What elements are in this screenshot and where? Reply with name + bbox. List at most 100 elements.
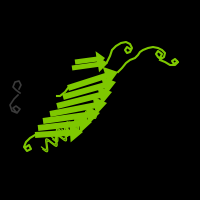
Polygon shape [86,111,87,114]
Polygon shape [46,149,48,151]
Polygon shape [46,140,47,143]
Polygon shape [57,139,58,141]
Polygon shape [71,124,72,127]
Polygon shape [56,129,58,132]
Polygon shape [88,111,89,114]
Polygon shape [72,124,73,127]
Polygon shape [54,139,55,141]
Polygon shape [65,136,67,139]
Polygon shape [65,134,66,136]
Polygon shape [78,116,79,118]
Polygon shape [65,132,66,134]
Polygon shape [70,123,71,125]
Polygon shape [87,111,88,113]
Polygon shape [65,131,66,134]
Polygon shape [76,126,77,128]
Polygon shape [55,139,57,141]
Polygon shape [62,137,63,140]
Polygon shape [61,137,63,139]
Polygon shape [72,125,73,128]
Polygon shape [55,138,57,141]
Polygon shape [75,127,77,129]
Polygon shape [77,118,79,120]
Polygon shape [47,139,48,141]
Polygon shape [70,123,71,126]
Polygon shape [53,143,55,146]
Polygon shape [85,117,86,119]
Polygon shape [66,126,67,128]
Polygon shape [85,119,86,121]
Polygon shape [76,127,77,129]
Polygon shape [57,134,59,136]
Polygon shape [85,118,86,121]
Polygon shape [55,139,56,142]
Polygon shape [81,119,83,122]
Polygon shape [68,122,69,124]
Polygon shape [72,125,73,127]
Polygon shape [91,114,92,116]
Polygon shape [83,120,84,123]
Polygon shape [75,51,105,67]
Polygon shape [76,129,78,131]
Polygon shape [89,112,90,115]
Polygon shape [77,122,78,125]
Polygon shape [80,119,82,121]
Polygon shape [76,126,77,129]
Polygon shape [74,123,75,126]
Polygon shape [95,112,96,115]
Polygon shape [73,133,74,135]
Polygon shape [90,113,91,116]
Polygon shape [66,123,67,126]
Polygon shape [77,124,79,127]
Polygon shape [69,124,71,126]
Polygon shape [81,119,82,121]
Polygon shape [55,144,57,146]
Polygon shape [48,139,50,142]
Polygon shape [72,125,74,128]
Polygon shape [67,122,69,124]
Polygon shape [66,128,67,131]
Polygon shape [46,141,47,144]
Polygon shape [59,129,60,132]
Polygon shape [55,138,57,141]
Polygon shape [85,113,86,116]
Polygon shape [74,127,76,129]
Polygon shape [66,127,67,129]
Polygon shape [55,134,57,136]
Polygon shape [77,128,78,131]
Polygon shape [54,139,55,141]
Polygon shape [72,132,74,135]
Polygon shape [95,116,96,118]
Polygon shape [85,116,86,119]
Polygon shape [93,116,94,118]
Polygon shape [87,111,88,113]
Polygon shape [77,121,78,124]
Polygon shape [81,120,82,122]
Polygon shape [57,137,58,140]
Polygon shape [85,113,86,116]
Polygon shape [86,121,87,124]
Polygon shape [75,119,76,121]
Polygon shape [75,128,77,131]
Polygon shape [79,118,80,120]
Polygon shape [65,138,66,141]
Polygon shape [43,148,44,150]
Polygon shape [86,118,87,120]
Polygon shape [75,127,76,129]
Polygon shape [46,140,47,142]
Polygon shape [79,118,80,120]
Polygon shape [58,129,59,131]
Polygon shape [76,115,77,117]
Polygon shape [74,133,76,135]
Polygon shape [46,149,48,151]
Polygon shape [73,125,74,127]
Polygon shape [56,130,58,133]
Polygon shape [85,112,86,115]
Polygon shape [77,126,79,129]
Polygon shape [66,134,67,136]
Polygon shape [62,132,63,134]
Polygon shape [88,113,89,116]
Polygon shape [84,120,85,123]
Polygon shape [53,138,54,141]
Polygon shape [46,139,47,141]
